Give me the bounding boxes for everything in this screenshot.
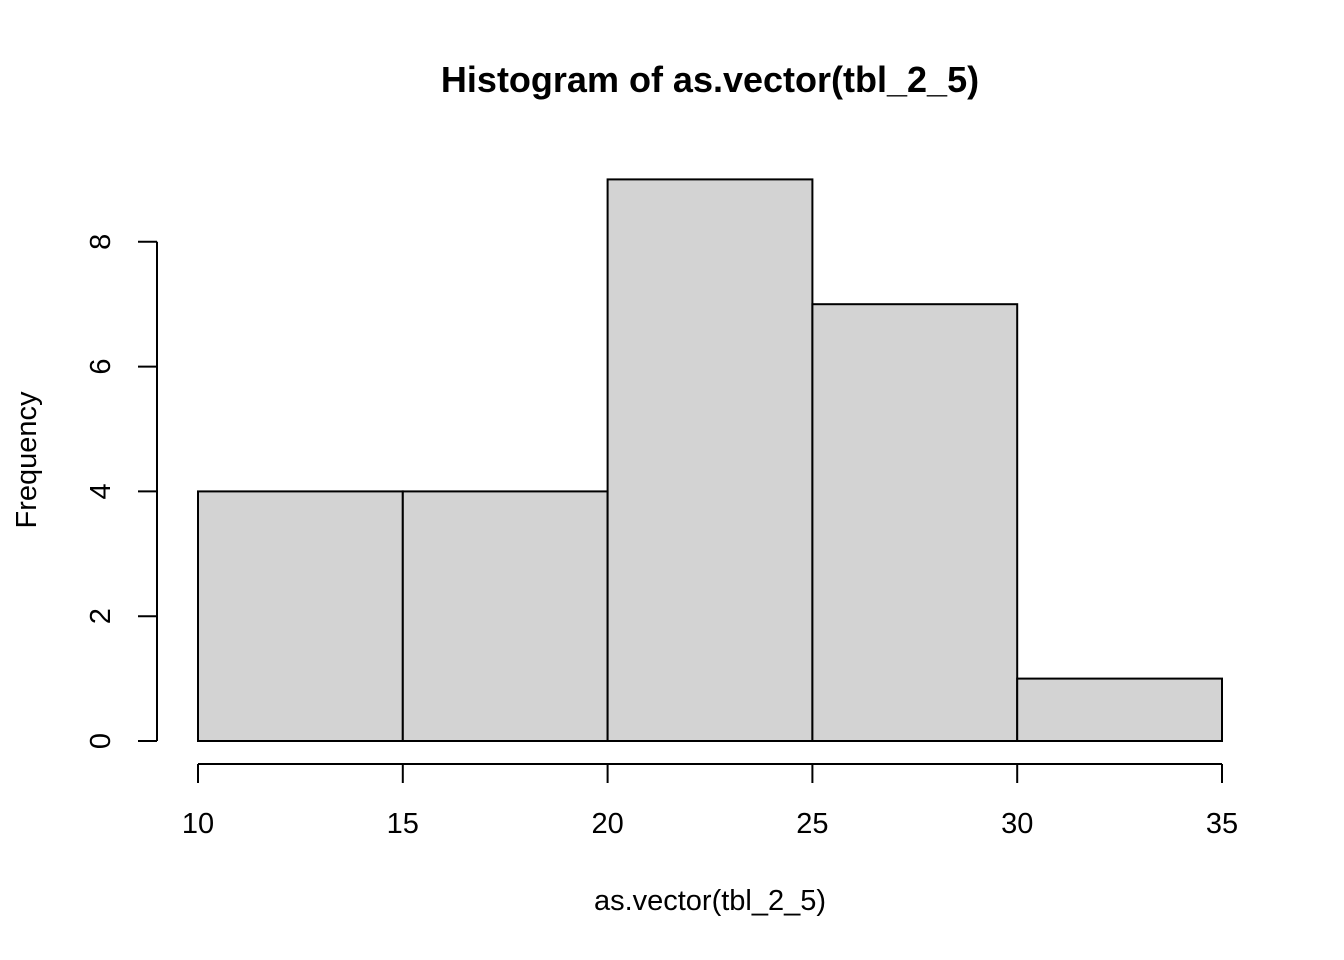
histogram-bar-5: [1016, 677, 1224, 742]
y-axis: 0 2 4 6 8: [85, 234, 158, 749]
histogram-bar-1: [197, 490, 404, 742]
chart-title: Histogram of as.vector(tbl_2_5): [441, 59, 979, 100]
y-tick-label: 6: [85, 359, 117, 375]
y-tick-label: 0: [85, 733, 117, 749]
x-tick-label: 15: [387, 808, 419, 840]
x-tick-label: 10: [182, 808, 214, 840]
x-tick-label: 30: [1001, 808, 1033, 840]
y-axis-label: Frequency: [11, 391, 43, 529]
histogram-bar-2: [401, 490, 609, 742]
y-tick-label: 8: [85, 234, 117, 250]
histogram-bar-3: [606, 178, 814, 742]
x-axis: 10 15 20 25 30 35: [182, 763, 1238, 840]
x-tick-label: 35: [1206, 808, 1238, 840]
y-tick-label: 4: [85, 483, 117, 499]
x-tick-label: 20: [591, 808, 623, 840]
x-axis-label: as.vector(tbl_2_5): [594, 885, 826, 917]
histogram-bar-4: [811, 303, 1019, 742]
x-tick-label: 25: [796, 808, 828, 840]
y-tick-label: 2: [85, 608, 117, 624]
bars-group: [197, 178, 1224, 742]
